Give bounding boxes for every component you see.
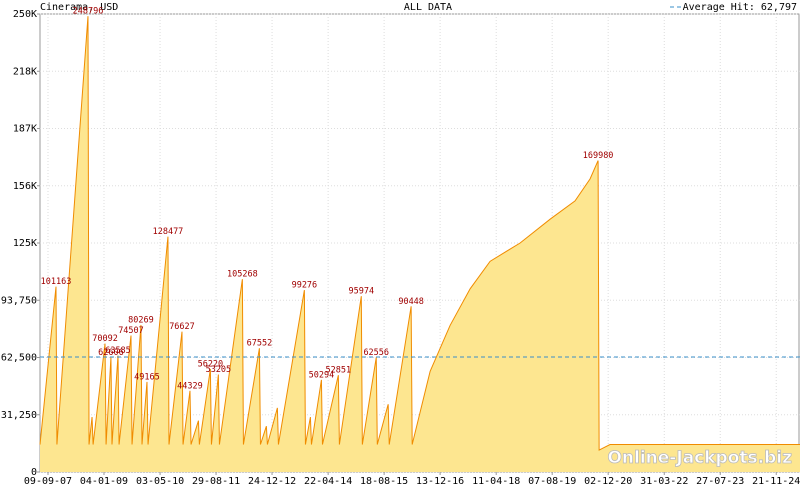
y-tick-label: 218K <box>13 66 37 77</box>
data-label: 50294 <box>309 370 335 380</box>
data-label: 169980 <box>583 151 614 161</box>
y-tick-label: 93,750 <box>1 295 37 306</box>
x-tick-label: 11-04-18 <box>472 476 520 487</box>
data-label: 70092 <box>92 334 118 344</box>
x-tick-label: 27-07-23 <box>696 476 744 487</box>
area <box>40 16 800 473</box>
x-tick-label: 29-08-11 <box>192 476 240 487</box>
x-tick-label: 24-12-12 <box>248 476 296 487</box>
line <box>39 16 800 451</box>
y-tick-label: 31,250 <box>1 410 37 421</box>
data-label: 63585 <box>105 346 131 356</box>
x-tick-label: 22-04-14 <box>304 476 352 487</box>
chart-title: Cinerama, USD <box>40 2 118 13</box>
data-label: 74507 <box>118 326 144 336</box>
data-label: 49165 <box>134 372 160 382</box>
y-tick-label: 0 <box>31 467 37 478</box>
x-tick-label: 02-12-20 <box>584 476 632 487</box>
data-label: 101163 <box>41 277 72 287</box>
data-label: 52851 <box>326 366 352 376</box>
average-legend: Average Hit: 62,797 <box>683 2 797 13</box>
x-tick-label: 09-09-07 <box>24 476 72 487</box>
data-label: 105268 <box>227 270 258 280</box>
data-label: 76627 <box>169 322 195 332</box>
data-label: 56220 <box>198 360 224 370</box>
data-label: 248796 <box>73 7 104 17</box>
x-tick-label: 31-03-22 <box>640 476 688 487</box>
y-tick-label: 187K <box>13 124 37 135</box>
chart-subtitle: ALL DATA <box>404 2 452 13</box>
x-tick-label: 07-08-19 <box>528 476 576 487</box>
watermark: Online-Jackpots.biz <box>607 448 792 468</box>
x-tick-label: 13-12-16 <box>416 476 464 487</box>
y-tick-label: 125K <box>13 238 37 249</box>
data-label: 95974 <box>348 287 374 297</box>
x-tick-label: 03-05-10 <box>136 476 184 487</box>
data-label: 67552 <box>247 339 273 349</box>
data-label: 90448 <box>398 297 424 307</box>
data-label: 62606 <box>98 348 124 358</box>
data-label: 128477 <box>153 227 184 237</box>
x-tick-label: 18-08-15 <box>360 476 408 487</box>
y-tick-label: 250K <box>13 9 37 20</box>
y-tick-label: 62,500 <box>1 353 37 364</box>
data-label: 53205 <box>206 365 232 375</box>
x-tick-label: 21-11-24 <box>752 476 800 487</box>
y-tick-label: 156K <box>13 181 37 192</box>
data-label: 80269 <box>128 315 154 325</box>
data-label: 62556 <box>363 348 389 358</box>
data-label: 44329 <box>177 381 203 391</box>
data-label: 99276 <box>292 281 318 291</box>
x-tick-label: 04-01-09 <box>80 476 128 487</box>
